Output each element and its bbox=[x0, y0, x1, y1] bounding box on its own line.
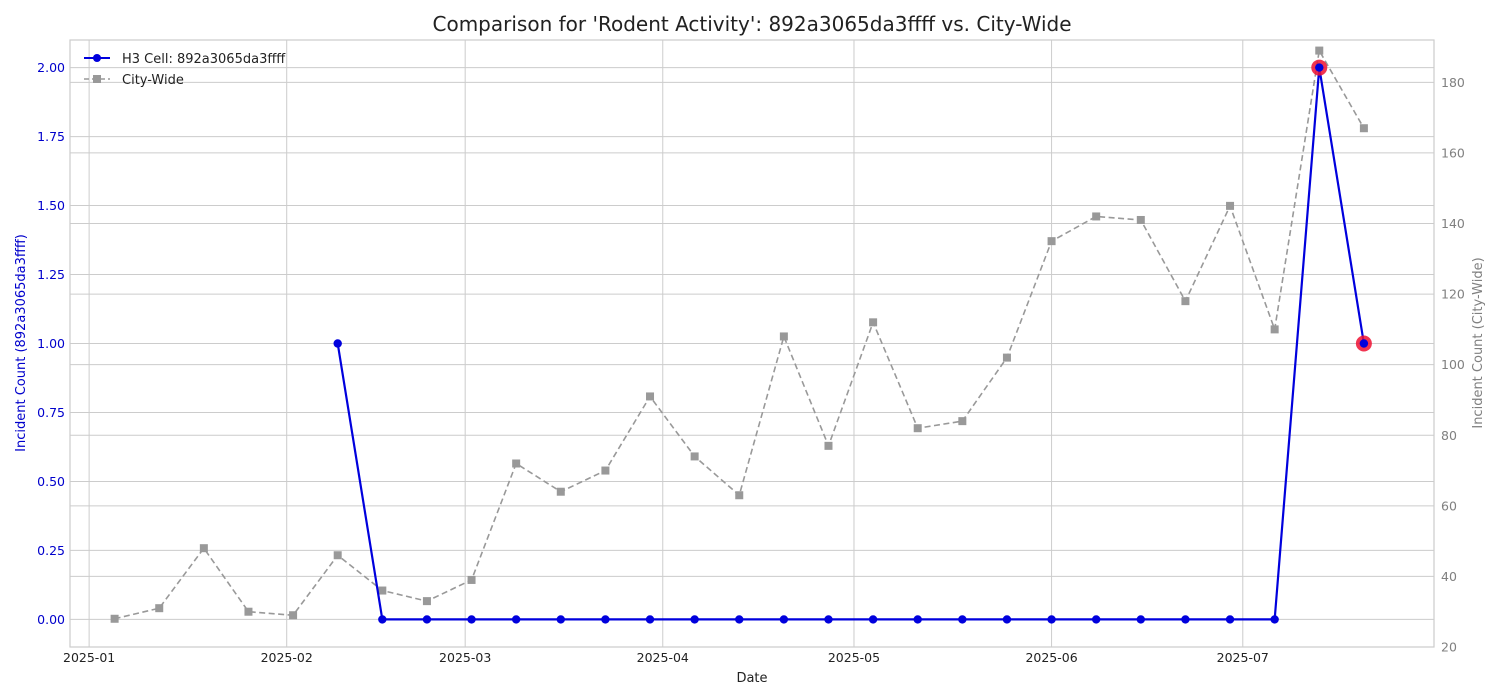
h3-cell-point bbox=[423, 615, 431, 623]
right-y-tick-label: 80 bbox=[1441, 428, 1457, 443]
left-y-tick-label: 1.50 bbox=[37, 198, 65, 213]
h3-cell-point bbox=[1047, 615, 1055, 623]
h3-cell-point bbox=[1181, 615, 1189, 623]
city-wide-point bbox=[1226, 202, 1234, 210]
x-axis-ticks: 2025-01 2025-02 2025-03 2025-04 2025-05 2025-… bbox=[63, 650, 1269, 665]
city-wide-point bbox=[512, 459, 520, 467]
city-wide-line bbox=[115, 51, 1364, 619]
city-wide-point bbox=[200, 544, 208, 552]
city-wide-point bbox=[1181, 297, 1189, 305]
city-wide-series bbox=[111, 47, 1368, 623]
city-wide-point bbox=[691, 452, 699, 460]
left-y-tick-label: 2.00 bbox=[37, 60, 65, 75]
x-tick-label: 2025-02 bbox=[261, 650, 313, 665]
h3-cell-point bbox=[914, 615, 922, 623]
right-y-axis-label: Incident Count (City-Wide) bbox=[1471, 257, 1486, 428]
left-y-axis-label: Incident Count (892a3065da3ffff) bbox=[14, 234, 29, 452]
h3-cell-point bbox=[958, 615, 966, 623]
h3-cell-point bbox=[690, 615, 698, 623]
h3-cell-point bbox=[1315, 63, 1323, 71]
x-tick-label: 2025-03 bbox=[439, 650, 491, 665]
city-wide-point bbox=[468, 576, 476, 584]
x-tick-label: 2025-06 bbox=[1025, 650, 1077, 665]
h3-cell-point bbox=[378, 615, 386, 623]
h3-cell-point bbox=[824, 615, 832, 623]
left-y-axis-ticks: 0.00 0.25 0.50 0.75 1.00 1.25 1.50 1.75 2.00 bbox=[37, 60, 65, 627]
city-wide-point bbox=[1271, 325, 1279, 333]
city-wide-point bbox=[289, 611, 297, 619]
legend-city-marker bbox=[93, 75, 101, 83]
left-y-tick-label: 0.75 bbox=[37, 405, 65, 420]
legend-cell-label: H3 Cell: 892a3065da3ffff bbox=[122, 52, 286, 67]
city-wide-point bbox=[1137, 216, 1145, 224]
chart-title: Comparison for 'Rodent Activity': 892a30… bbox=[433, 12, 1072, 36]
x-tick-label: 2025-01 bbox=[63, 650, 115, 665]
left-y-tick-label: 1.00 bbox=[37, 336, 65, 351]
city-wide-point bbox=[334, 551, 342, 559]
city-wide-point bbox=[646, 392, 654, 400]
city-wide-point bbox=[824, 442, 832, 450]
right-y-tick-label: 120 bbox=[1441, 287, 1465, 302]
h3-cell-point bbox=[512, 615, 520, 623]
right-y-tick-label: 40 bbox=[1441, 569, 1457, 584]
city-wide-point bbox=[1360, 124, 1368, 132]
h3-cell-point bbox=[1003, 615, 1011, 623]
h3-cell-point bbox=[557, 615, 565, 623]
legend-cell-marker bbox=[93, 54, 101, 62]
h3-cell-point bbox=[1270, 615, 1278, 623]
right-y-tick-label: 140 bbox=[1441, 216, 1465, 231]
right-y-tick-label: 20 bbox=[1441, 640, 1457, 655]
grid-lines bbox=[70, 40, 1434, 647]
city-wide-point bbox=[780, 332, 788, 340]
city-wide-point bbox=[244, 608, 252, 616]
city-wide-point bbox=[1003, 354, 1011, 362]
x-tick-label: 2025-07 bbox=[1217, 650, 1269, 665]
city-wide-point bbox=[958, 417, 966, 425]
city-wide-point bbox=[557, 488, 565, 496]
city-wide-point bbox=[735, 491, 743, 499]
city-wide-point bbox=[155, 604, 163, 612]
left-y-tick-label: 0.25 bbox=[37, 543, 65, 558]
h3-cell-point bbox=[735, 615, 743, 623]
city-wide-point bbox=[1048, 237, 1056, 245]
city-wide-point bbox=[1092, 212, 1100, 220]
left-y-tick-label: 1.25 bbox=[37, 267, 65, 282]
h3-cell-point bbox=[646, 615, 654, 623]
left-y-tick-label: 0.50 bbox=[37, 474, 65, 489]
h3-cell-point bbox=[601, 615, 609, 623]
left-y-tick-label: 0.00 bbox=[37, 612, 65, 627]
city-wide-point bbox=[869, 318, 877, 326]
city-wide-point bbox=[601, 467, 609, 475]
x-axis-label: Date bbox=[736, 671, 767, 686]
right-y-tick-label: 180 bbox=[1441, 75, 1465, 90]
h3-cell-point bbox=[1226, 615, 1234, 623]
h3-cell-point bbox=[1092, 615, 1100, 623]
h3-cell-series bbox=[334, 60, 1372, 624]
city-wide-point bbox=[378, 587, 386, 595]
left-y-tick-label: 1.75 bbox=[37, 129, 65, 144]
city-wide-point bbox=[111, 615, 119, 623]
x-tick-label: 2025-05 bbox=[828, 650, 880, 665]
h3-cell-point bbox=[467, 615, 475, 623]
h3-cell-point bbox=[1137, 615, 1145, 623]
legend-city-label: City-Wide bbox=[122, 73, 184, 88]
h3-cell-point bbox=[869, 615, 877, 623]
h3-cell-point bbox=[780, 615, 788, 623]
right-y-tick-label: 100 bbox=[1441, 357, 1465, 372]
right-y-tick-label: 60 bbox=[1441, 498, 1457, 513]
city-wide-point bbox=[914, 424, 922, 432]
x-tick-label: 2025-04 bbox=[637, 650, 689, 665]
city-wide-point bbox=[423, 597, 431, 605]
h3-cell-point bbox=[334, 339, 342, 347]
right-y-tick-label: 160 bbox=[1441, 145, 1465, 160]
city-wide-point bbox=[1315, 47, 1323, 55]
h3-cell-point bbox=[1360, 339, 1368, 347]
right-y-axis-ticks: 20 40 60 80 100 120 140 160 180 bbox=[1441, 75, 1465, 655]
